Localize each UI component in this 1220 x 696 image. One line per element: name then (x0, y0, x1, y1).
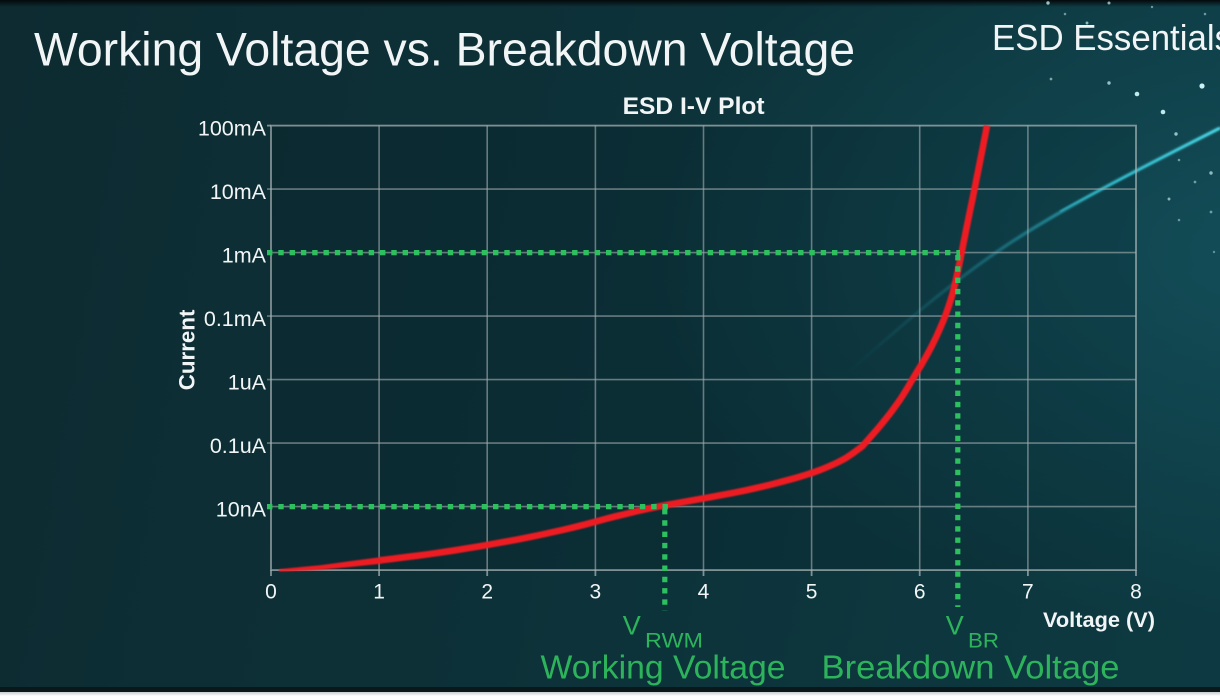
svg-text:0.1uA: 0.1uA (210, 434, 267, 458)
svg-text:Voltage (V): Voltage (V) (1043, 609, 1155, 632)
svg-text:7: 7 (1022, 581, 1034, 604)
svg-text:8: 8 (1130, 581, 1142, 604)
svg-text:Working Voltage: Working Voltage (541, 650, 786, 687)
svg-text:ESD Essentials: ESD Essentials (992, 17, 1220, 58)
svg-text:Current: Current (175, 309, 200, 390)
svg-text:1mA: 1mA (222, 243, 267, 267)
svg-text:0: 0 (265, 581, 277, 604)
svg-text:100mA: 100mA (198, 116, 267, 140)
svg-text:6: 6 (914, 581, 926, 604)
svg-text:BR: BR (968, 629, 999, 653)
svg-text:V: V (946, 611, 964, 641)
svg-text:3: 3 (590, 581, 602, 604)
svg-text:ESD I-V Plot: ESD I-V Plot (623, 93, 765, 120)
svg-text:10mA: 10mA (210, 180, 267, 204)
svg-text:5: 5 (806, 581, 818, 604)
svg-text:1uA: 1uA (228, 370, 267, 394)
svg-text:4: 4 (698, 581, 710, 604)
svg-text:10nA: 10nA (216, 497, 267, 521)
svg-text:RWM: RWM (645, 629, 703, 653)
svg-text:0.1mA: 0.1mA (204, 307, 267, 331)
svg-text:V: V (623, 611, 641, 641)
svg-text:Working Voltage vs. Breakdown: Working Voltage vs. Breakdown Voltage (34, 24, 855, 77)
svg-text:1: 1 (373, 581, 385, 604)
svg-text:2: 2 (481, 581, 493, 604)
svg-text:Breakdown Voltage: Breakdown Voltage (822, 650, 1120, 687)
